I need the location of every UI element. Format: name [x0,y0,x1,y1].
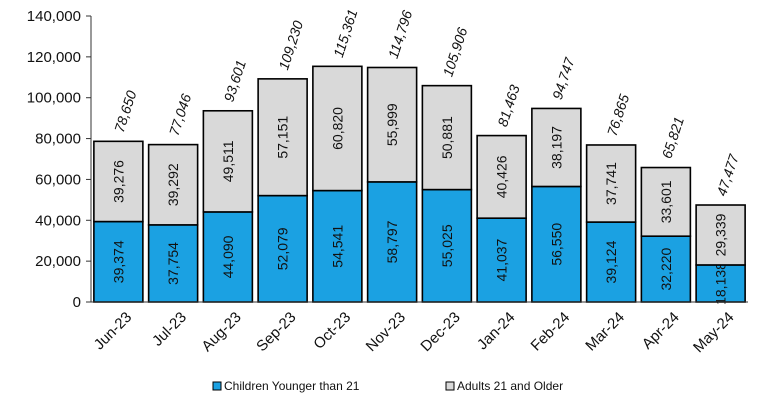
x-tick-label: May-24 [690,309,737,356]
total-label: 115,361 [330,7,361,59]
data-label: 32,220 [658,247,674,290]
data-label: 29,339 [713,213,729,256]
bar-group-oct-23: 54,541 60,820 115,361 [312,7,363,303]
bar-group-feb-24: 56,550 38,197 94,747 [531,55,582,303]
data-label: 33,601 [658,180,674,223]
data-label: 39,374 [110,240,126,283]
x-tick-label: Feb-24 [528,309,574,355]
data-label: 54,541 [329,225,345,268]
bar-segment-children [640,235,692,303]
y-tick-label: 80,000 [35,131,81,148]
bar-group-aug-23: 44,090 49,511 93,601 [202,58,254,303]
total-label: 65,821 [659,115,687,161]
bar-segment-adults [476,134,527,219]
y-tick-label: 40,000 [35,212,81,229]
y-tick-label: 100,000 [27,90,81,107]
bar-segment-adults [695,204,746,266]
bar-group-jun-23: 39,374 39,276 78,650 [93,88,144,303]
total-label: 81,463 [494,83,523,129]
total-label: 94,747 [549,55,578,102]
x-tick-label: Jun-23 [91,309,135,353]
data-label: 52,079 [275,227,291,270]
total-label: 76,865 [604,92,633,138]
total-label: 47,477 [713,151,742,198]
data-label: 37,741 [603,162,619,205]
total-label: 114,796 [385,8,416,60]
bar-group-jul-23: 37,754 39,292 77,046 [147,92,199,303]
data-label: 56,550 [548,223,564,266]
data-label: 40,426 [494,155,510,198]
legend-label: Adults 21 and Older [457,379,563,393]
bar-segment-adults [585,144,637,223]
bar-group-jan-24: 41,037 40,426 81,463 [476,83,527,303]
bar-group-may-24: 18,138 29,339 47,477 [695,151,746,305]
data-label: 44,090 [220,235,236,278]
data-label: 57,151 [275,116,291,159]
bar-group-sep-23: 52,079 57,151 109,230 [257,19,308,303]
bar-group-dec-23: 55,025 50,881 105,906 [421,25,473,303]
bar-segment-children [476,217,527,303]
total-label: 78,650 [111,88,140,134]
x-tick-label: Mar-24 [582,309,628,355]
bar-group-apr-24: 32,220 33,601 65,821 [640,115,692,303]
total-label: 109,230 [275,19,306,72]
x-axis: Jun-23 Jul-23 Aug-23 Sep-23 Oct-23 Nov-23 Dec-… [91,301,748,356]
y-tick-label: 60,000 [35,171,81,188]
total-label: 105,906 [440,25,471,78]
x-tick-label: Jan-24 [474,309,518,353]
bar-segment-adults [640,166,692,237]
total-label: 93,601 [221,58,249,104]
data-label: 49,511 [220,140,236,182]
total-label: 77,046 [166,92,195,138]
bar-segment-adults [257,78,308,197]
bar-segment-adults [531,107,582,188]
bars: 39,37439,27678,65037,75439,29277,04644,0… [93,7,746,305]
bar-segment-adults [93,140,144,223]
data-label: 18,138 [713,262,729,305]
y-tick-label: 0 [73,294,81,311]
x-tick-label: Jul-23 [149,309,190,350]
x-tick-label: Apr-24 [639,309,683,353]
bar-segment-adults [421,84,473,191]
y-tick-label: 20,000 [35,253,81,270]
y-tick-label: 140,000 [27,8,81,25]
x-tick-label: Dec-23 [417,309,463,355]
data-label: 37,754 [165,242,181,285]
legend: Children Younger than 21 Adults 21 and Ol… [212,379,563,393]
legend-label: Children Younger than 21 [224,379,360,393]
legend-swatch [445,381,455,391]
x-tick-label: Sep-23 [253,309,299,355]
data-label: 41,037 [494,238,510,281]
data-label: 60,820 [329,107,345,150]
bar-segment-children [585,221,637,303]
x-tick-label: Oct-23 [310,309,354,353]
bar-segment-adults [312,65,363,192]
data-label: 55,025 [439,224,455,267]
bar-segment-children [312,189,363,303]
x-tick-label: Nov-23 [363,309,409,355]
data-label: 55,999 [384,103,400,146]
bar-group-nov-23: 58,797 55,999 114,796 [366,8,418,303]
bar-segment-children [531,185,582,303]
y-axis: 0 20,000 40,000 60,000 80,000 100,000 120,000 1… [27,8,92,311]
data-label: 39,276 [110,160,126,203]
data-label: 50,881 [439,116,455,159]
bar-segment-adults [202,109,254,213]
legend-swatch [212,381,222,391]
data-label: 38,197 [548,126,564,169]
data-label: 39,292 [165,163,181,206]
data-label: 58,797 [384,220,400,263]
x-tick-label: Aug-23 [198,309,244,355]
y-tick-label: 120,000 [27,49,81,66]
bar-segment-adults [147,143,199,226]
data-label: 39,124 [603,240,619,283]
bar-segment-adults [366,66,418,183]
bar-group-mar-24: 39,124 37,741 76,865 [585,92,637,303]
